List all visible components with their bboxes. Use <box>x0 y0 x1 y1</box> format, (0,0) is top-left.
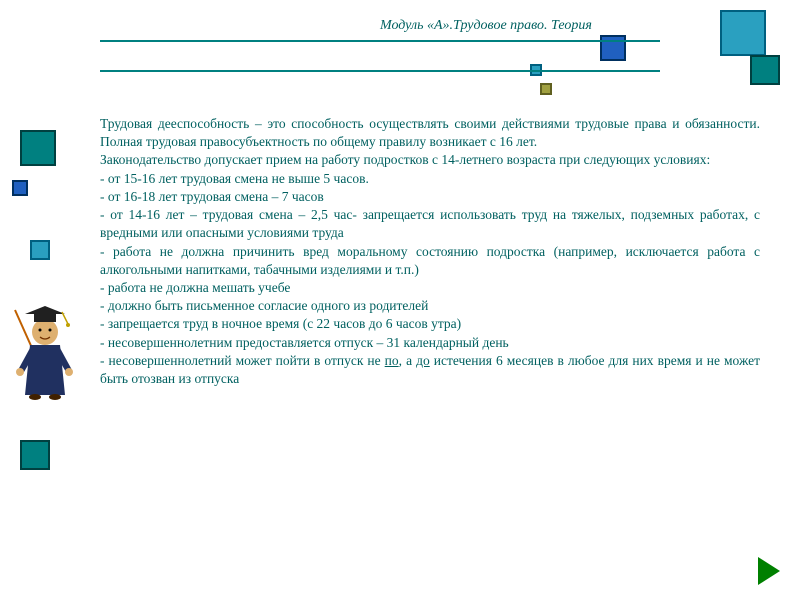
para-intro-1: Трудовая дееспособность – это способност… <box>100 115 760 151</box>
l9-underline-po: по <box>385 353 399 368</box>
list-item-2: - от 16-18 лет трудовая смена – 7 часов <box>100 188 760 206</box>
l9-part-a: - несовершеннолетний может пойти в отпус… <box>100 353 385 368</box>
deco-square-6 <box>20 130 56 166</box>
l9-underline-do: до <box>416 353 430 368</box>
header-line-1 <box>100 40 660 42</box>
deco-square-9 <box>20 440 50 470</box>
list-item-8: - несовершеннолетним предоставляется отп… <box>100 334 760 352</box>
deco-square-2 <box>600 35 626 61</box>
deco-square-3 <box>750 55 780 85</box>
list-item-9: - несовершеннолетний может пойти в отпус… <box>100 352 760 388</box>
header-line-2 <box>100 70 660 72</box>
next-arrow-button[interactable] <box>758 557 780 585</box>
deco-square-5 <box>540 83 552 95</box>
graduate-icon <box>10 300 80 400</box>
l9-part-b: , а <box>399 353 416 368</box>
deco-square-1 <box>720 10 766 56</box>
list-item-1: - от 15-16 лет трудовая смена не выше 5 … <box>100 170 760 188</box>
list-item-7: - запрещается труд в ночное время (с 22 … <box>100 315 760 333</box>
deco-square-8 <box>30 240 50 260</box>
list-item-5: - работа не должна мешать учебе <box>100 279 760 297</box>
list-item-6: - должно быть письменное согласие одного… <box>100 297 760 315</box>
para-intro-2: Законодательство допускает прием на рабо… <box>100 151 760 169</box>
list-item-4: - работа не должна причинить вред мораль… <box>100 243 760 279</box>
page-title: Модуль «А».Трудовое право. Теория <box>380 18 592 34</box>
deco-square-7 <box>12 180 28 196</box>
main-text: Трудовая дееспособность – это способност… <box>100 115 760 388</box>
list-item-3: - от 14-16 лет – трудовая смена – 2,5 ча… <box>100 206 760 242</box>
